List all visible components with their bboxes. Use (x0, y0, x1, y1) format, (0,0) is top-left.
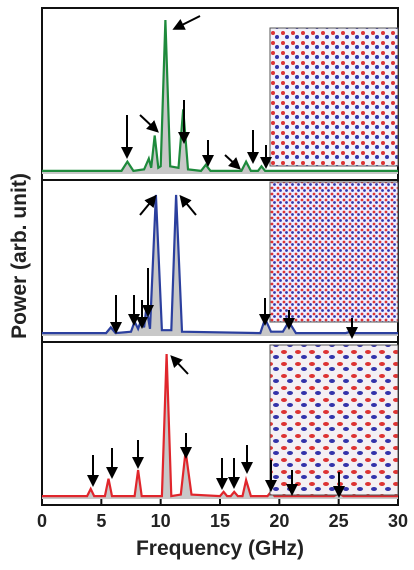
y-axis-label: Power (arb. unit) (8, 173, 31, 339)
arrow (140, 115, 156, 130)
arrow (173, 358, 188, 374)
x-tick-label: 20 (269, 511, 289, 531)
arrow (140, 198, 154, 215)
x-tick-label: 0 (37, 511, 47, 531)
inset-map (270, 345, 398, 495)
arrow (182, 198, 196, 215)
inset-map (270, 28, 398, 166)
x-tick-label: 25 (329, 511, 349, 531)
figure: Power (arb. unit) 0 5 10 15 20 25 30 Frequency (… (0, 0, 414, 565)
x-tick-label: 10 (151, 511, 171, 531)
x-tick-label: 15 (210, 511, 230, 531)
arrow (225, 155, 238, 167)
inset-map (270, 182, 398, 322)
arrow (176, 16, 200, 28)
x-tick-label: 5 (96, 511, 106, 531)
x-axis-label: Frequency (GHz) (136, 537, 304, 560)
insets (270, 28, 398, 495)
x-tick-label: 30 (388, 511, 408, 531)
